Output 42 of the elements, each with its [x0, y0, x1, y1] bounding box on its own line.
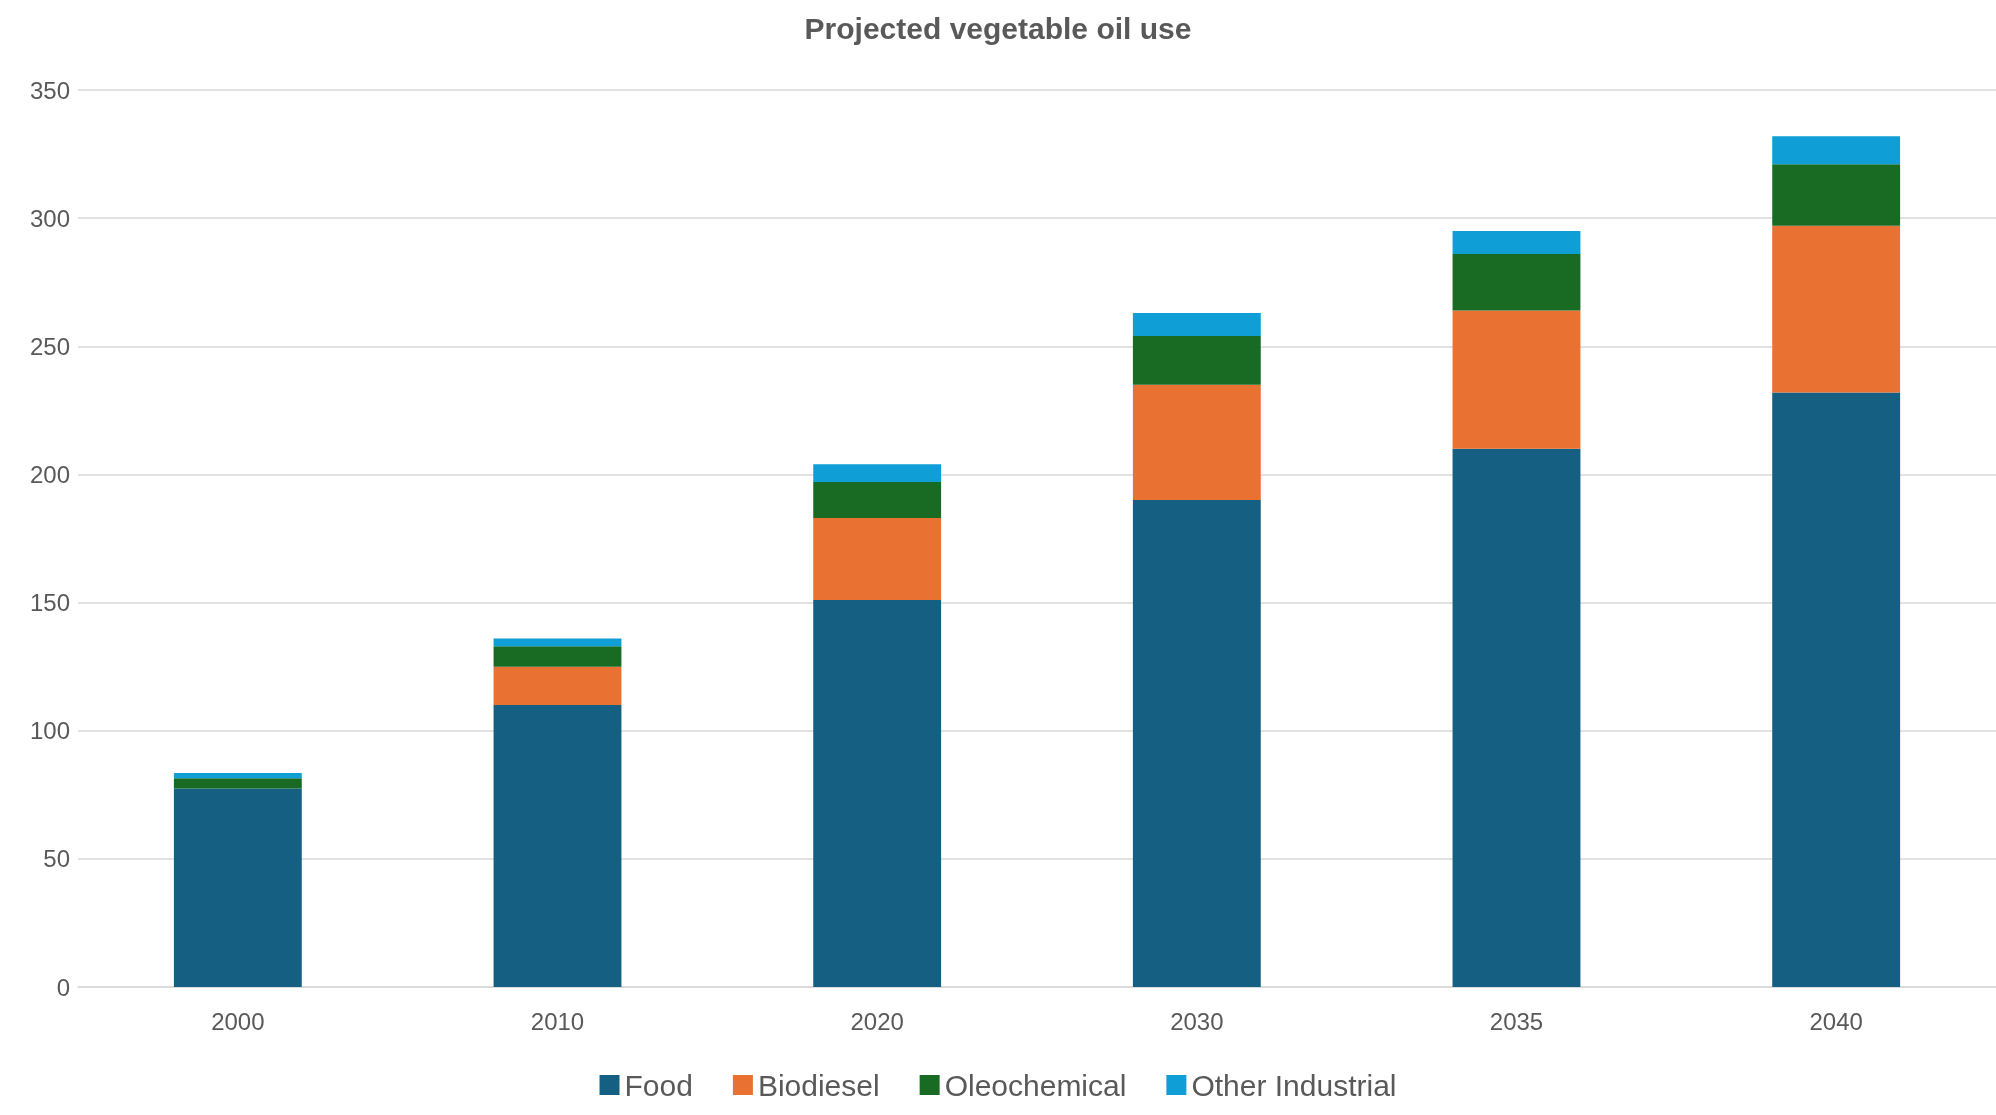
- bar: [173, 773, 302, 779]
- bar: [173, 788, 302, 987]
- x-tick-label: 2040: [1809, 1007, 1863, 1035]
- bar: [1772, 164, 1901, 226]
- legend-label: Oleochemical: [944, 1068, 1127, 1102]
- bar: [493, 666, 622, 706]
- bar: [1132, 336, 1261, 385]
- bar: [813, 600, 942, 987]
- legend-label: Other Industrial: [1191, 1068, 1397, 1102]
- bar: [1452, 448, 1581, 987]
- bar: [493, 646, 622, 667]
- bar: [1772, 136, 1901, 165]
- y-tick-label: 200: [29, 460, 70, 488]
- bar: [1772, 225, 1901, 393]
- bar: [813, 482, 942, 518]
- chart-title: Projected vegetable oil use: [804, 11, 1192, 45]
- legend-label: Biodiesel: [757, 1068, 880, 1102]
- y-tick-label: 0: [56, 973, 70, 1001]
- bar: [1132, 312, 1261, 337]
- x-tick-label: 2010: [530, 1007, 585, 1035]
- y-tick-label: 50: [43, 845, 70, 873]
- y-tick-label: 150: [29, 589, 70, 617]
- bar: [1452, 254, 1581, 311]
- x-tick-label: 2000: [211, 1007, 265, 1035]
- x-tick-label: 2030: [1170, 1007, 1224, 1035]
- y-tick-label: 250: [29, 332, 70, 360]
- y-tick-label: 100: [29, 717, 70, 745]
- y-tick-label: 350: [29, 76, 70, 104]
- bar: [1452, 230, 1581, 255]
- legend-label: Food: [624, 1068, 693, 1102]
- bar: [813, 464, 942, 483]
- bar: [1452, 310, 1581, 449]
- bar: [1772, 392, 1901, 987]
- bar: [813, 518, 942, 601]
- bar: [1132, 500, 1261, 987]
- bar: [493, 705, 622, 987]
- x-tick-label: 2020: [850, 1007, 904, 1035]
- bar: [173, 778, 302, 789]
- y-tick-label: 300: [29, 204, 70, 232]
- bar: [493, 638, 622, 647]
- bar: [1132, 384, 1261, 501]
- x-tick-label: 2035: [1489, 1007, 1544, 1035]
